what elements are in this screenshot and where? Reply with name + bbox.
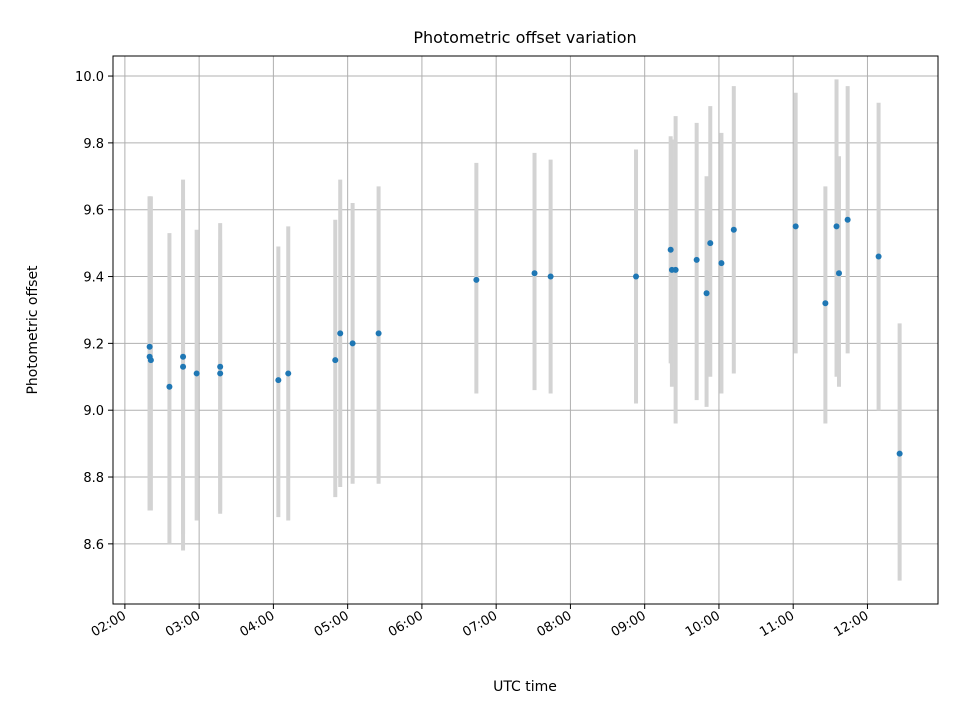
plot-frame <box>112 55 939 605</box>
grid <box>113 56 938 604</box>
data-point <box>180 353 187 360</box>
data-point <box>531 270 538 277</box>
y-tick-label: 10.0 <box>75 70 104 85</box>
y-tick-label: 9.6 <box>83 204 104 219</box>
data-point <box>193 370 200 377</box>
data-point <box>703 290 710 297</box>
data-point <box>180 363 187 370</box>
data-point <box>217 363 224 370</box>
y-tick-label: 8.6 <box>83 538 104 553</box>
data-point <box>332 357 339 364</box>
data-point <box>693 256 700 263</box>
data-point <box>833 223 840 230</box>
data-point <box>844 216 851 223</box>
data-point <box>707 240 714 247</box>
y-tick-label: 9.8 <box>83 137 104 152</box>
data-point <box>822 300 829 307</box>
data-point <box>473 276 480 283</box>
y-tick-label: 9.4 <box>83 271 104 286</box>
data-point <box>792 223 799 230</box>
data-point <box>718 260 725 267</box>
data-point <box>285 370 292 377</box>
data-point <box>166 383 173 390</box>
data-point <box>835 270 842 277</box>
data-point <box>667 246 674 253</box>
data-point <box>337 330 344 337</box>
y-tick-label: 9.0 <box>83 404 104 419</box>
data-point <box>896 450 903 457</box>
data-point <box>275 377 282 384</box>
data-points <box>146 216 903 457</box>
y-tick-label: 9.2 <box>83 337 104 352</box>
data-point <box>146 343 153 350</box>
chart-title: Photometric offset variation <box>413 28 636 47</box>
data-point <box>375 330 382 337</box>
data-point <box>633 273 640 280</box>
data-point <box>730 226 737 233</box>
data-point <box>547 273 554 280</box>
y-axis-label: Photometric offset <box>25 265 41 395</box>
y-tick-label: 8.8 <box>83 471 104 486</box>
data-point <box>217 370 224 377</box>
data-point <box>147 357 154 364</box>
x-axis-label: UTC time <box>493 679 557 695</box>
data-point <box>672 266 679 273</box>
data-point <box>349 340 356 347</box>
data-point <box>875 253 882 260</box>
